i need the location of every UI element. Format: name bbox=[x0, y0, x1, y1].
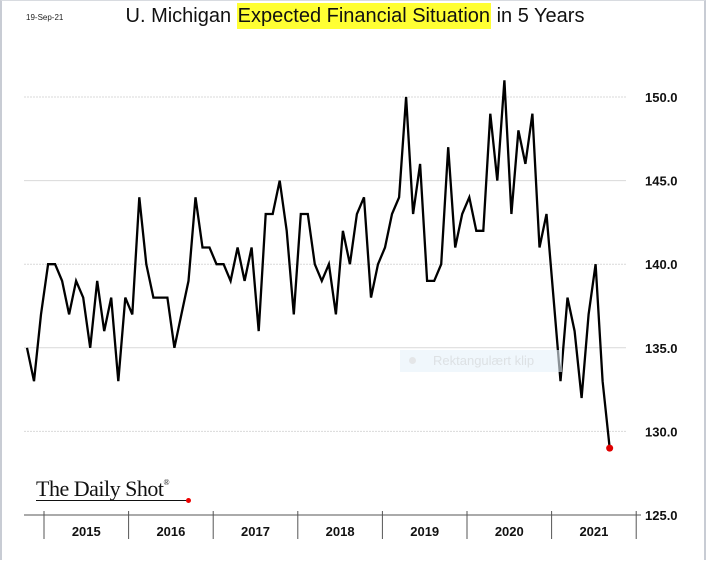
logo-text: The Daily Shot bbox=[36, 476, 164, 501]
logo-underline bbox=[36, 500, 188, 501]
snipping-overlay-label: Rektangulært klip bbox=[433, 353, 535, 368]
y-tick-label: 150.0 bbox=[645, 90, 678, 105]
x-tick-label: 2020 bbox=[495, 524, 524, 539]
x-tick-label: 2019 bbox=[410, 524, 439, 539]
title-highlight: Expected Financial Situation bbox=[236, 3, 492, 29]
daily-shot-logo: The Daily Shot® bbox=[36, 476, 169, 502]
logo-mark: ® bbox=[163, 478, 170, 487]
chart-date: 19-Sep-21 bbox=[26, 13, 64, 22]
y-tick-label: 140.0 bbox=[645, 257, 678, 272]
y-tick-label: 135.0 bbox=[645, 341, 678, 356]
record-dot-icon bbox=[409, 357, 416, 364]
y-tick-label: 130.0 bbox=[645, 424, 678, 439]
title-prefix: U. Michigan bbox=[125, 5, 237, 27]
x-tick-label: 2016 bbox=[156, 524, 185, 539]
title-suffix: in 5 Years bbox=[491, 5, 585, 27]
x-tick-label: 2015 bbox=[72, 524, 101, 539]
x-tick-label: 2018 bbox=[326, 524, 355, 539]
chart-title: U. Michigan Expected Financial Situation… bbox=[0, 3, 710, 29]
x-tick-label: 2021 bbox=[579, 524, 608, 539]
y-tick-label: 145.0 bbox=[645, 174, 678, 189]
snipping-overlay: Rektangulært klip bbox=[400, 350, 562, 372]
series-line bbox=[25, 80, 611, 449]
logo-red-dot bbox=[186, 498, 191, 503]
last-point-marker bbox=[606, 444, 614, 452]
x-tick-label: 2017 bbox=[241, 524, 270, 539]
y-tick-label: 125.0 bbox=[645, 508, 678, 523]
